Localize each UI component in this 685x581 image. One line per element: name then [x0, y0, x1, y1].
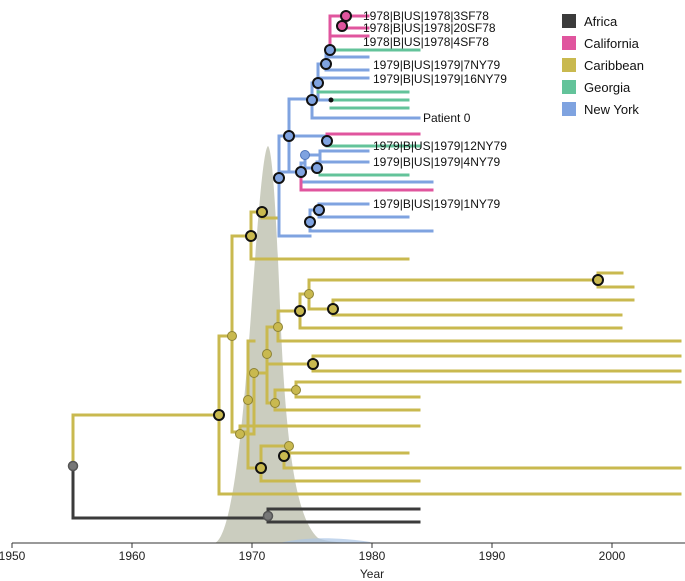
nodes [67, 10, 604, 522]
legend-label: Africa [584, 14, 618, 29]
legend: Africa California Caribbean Georgia New … [562, 14, 644, 117]
tick-label: 1990 [479, 549, 506, 563]
tip-label: 1979|B|US|1979|1NY79 [373, 197, 501, 211]
legend-swatch-caribbean [562, 58, 576, 72]
tip-labels: 1978|B|US|1978|3SF78 1978|B|US|1978|20SF… [363, 9, 507, 211]
tip-label: 1978|B|US|1978|4SF78 [363, 35, 489, 49]
legend-label: California [584, 36, 640, 51]
x-axis: 1950 1960 1970 1980 1990 2000 Year [0, 542, 685, 581]
tick-label: 1950 [0, 549, 26, 563]
density-tail [280, 538, 372, 543]
tip-label: 1979|B|US|1979|16NY79 [373, 72, 507, 86]
tip-label-patient-zero: Patient 0 [423, 111, 471, 125]
tick-label: 2000 [599, 549, 626, 563]
tip-label: 1979|B|US|1979|7NY79 [373, 58, 501, 72]
legend-label: Caribbean [584, 58, 644, 73]
tick-label: 1970 [239, 549, 266, 563]
tip-label: 1978|B|US|1978|3SF78 [363, 9, 489, 23]
legend-swatch-georgia [562, 80, 576, 94]
tip-label: 1979|B|US|1979|4NY79 [373, 155, 501, 169]
legend-swatch-africa [562, 14, 576, 28]
tip-label: 1979|B|US|1979|12NY79 [373, 139, 507, 153]
legend-swatch-new-york [562, 102, 576, 116]
x-axis-title: Year [360, 567, 384, 581]
legend-label: New York [584, 102, 639, 117]
legend-swatch-california [562, 36, 576, 50]
density-peak [215, 146, 370, 543]
tip-label: 1978|B|US|1978|20SF78 [363, 21, 496, 35]
density-curves [215, 146, 372, 543]
tick-label: 1960 [119, 549, 146, 563]
tick-label: 1980 [359, 549, 386, 563]
legend-label: Georgia [584, 80, 631, 95]
